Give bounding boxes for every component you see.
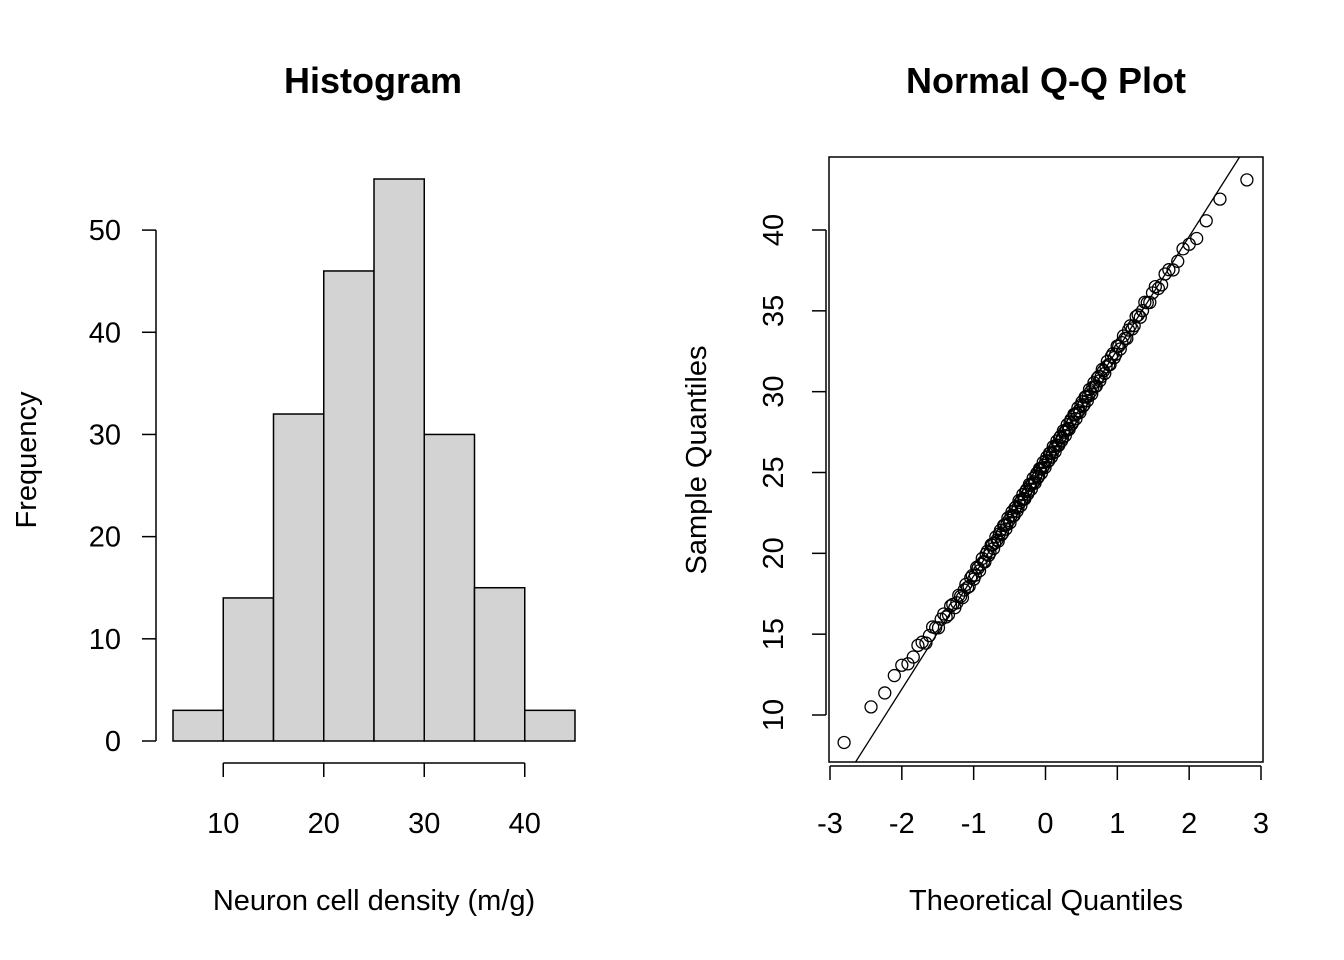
qq-point [1058, 428, 1072, 443]
qq-x-tick-label: 3 [1253, 808, 1269, 840]
qq-y-tick-label: 10 [758, 699, 790, 731]
qq-point [1014, 498, 1028, 513]
histogram-bars [172, 178, 576, 742]
qq-y-tick-label: 15 [758, 618, 790, 650]
qq-point [1038, 460, 1052, 475]
qq-x-tick-label: -3 [817, 808, 843, 840]
qq-point [1162, 263, 1176, 277]
histogram-y-tick-label: 20 [89, 522, 121, 554]
qq-point [1199, 214, 1213, 228]
qq-point [1041, 454, 1055, 469]
qq-x-tick-label: 2 [1181, 808, 1197, 840]
qq-points [837, 173, 1254, 750]
qq-y-axis: 10 15 20 25 30 35 40 [758, 214, 827, 731]
qq-point [901, 657, 915, 671]
histogram-y-tick-label: 50 [89, 215, 121, 247]
qq-point [931, 621, 946, 635]
qq-point [937, 607, 951, 621]
qq-point [1240, 173, 1254, 187]
histogram-bar [473, 586, 526, 742]
qq-point [1125, 322, 1139, 336]
qq-point [1135, 303, 1150, 318]
qq-point [960, 580, 975, 595]
qq-point [1131, 308, 1145, 322]
qq-y-tick-label: 35 [758, 295, 790, 327]
histogram-bar [323, 270, 375, 742]
qq-plot-frame [828, 156, 1264, 763]
qq-x-tick-label: 0 [1037, 808, 1053, 840]
qq-point [919, 636, 933, 650]
qq-point [1042, 454, 1056, 468]
histogram-x-tick-label: 20 [308, 808, 340, 840]
qq-point [878, 686, 892, 700]
histogram-bar [272, 413, 325, 742]
qq-plot-panel: Normal Q-Q Plot Theoretical Quantiles Sa… [681, 60, 1269, 917]
histogram-x-axis: 10 20 30 40 [207, 762, 541, 840]
qq-y-tick-label: 30 [758, 376, 790, 408]
qq-point [864, 700, 878, 714]
qq-point [887, 668, 901, 683]
qq-point [1190, 231, 1204, 246]
qq-point [1148, 279, 1162, 294]
qq-point [991, 534, 1005, 548]
qq-point [906, 650, 920, 664]
qq-point [1151, 281, 1166, 296]
qq-point [1007, 508, 1021, 523]
qq-point [1113, 342, 1127, 356]
histogram-bar [172, 709, 224, 742]
qq-point [968, 568, 982, 582]
qq-point [1003, 516, 1017, 530]
histogram-x-tick-label: 30 [408, 808, 440, 840]
histogram-y-tick-label: 0 [105, 726, 121, 758]
histogram-y-axis: 0 10 20 30 40 50 [89, 215, 157, 758]
qq-x-axis-label: Theoretical Quantiles [909, 885, 1183, 917]
histogram-y-axis-label: Frequency [11, 391, 43, 529]
histogram-bar [373, 178, 425, 742]
qq-point [1171, 254, 1185, 268]
qq-point [1213, 192, 1227, 206]
qq-point [1077, 398, 1091, 412]
qq-x-tick-label: 1 [1109, 808, 1125, 840]
histogram-panel: Histogram Neuron cell density (m/g) Freq… [11, 60, 576, 917]
qq-x-tick-label: -2 [889, 808, 915, 840]
qq-point [1158, 267, 1172, 281]
histogram-x-tick-label: 10 [207, 808, 239, 840]
qq-point [1032, 469, 1046, 483]
qq-y-tick-label: 25 [758, 456, 790, 488]
qq-point [995, 526, 1010, 540]
qq-point [1048, 445, 1062, 459]
qq-point [1133, 310, 1147, 324]
histogram-title: Histogram [284, 60, 462, 101]
qq-x-axis: -3 -2 -1 0 1 2 3 [817, 765, 1269, 840]
qq-point [939, 610, 953, 624]
qq-y-axis-label: Sample Quantiles [681, 346, 713, 575]
qq-point [1066, 415, 1080, 429]
histogram-y-tick-label: 30 [89, 419, 121, 451]
histogram-bar [423, 433, 476, 742]
qq-point [895, 658, 909, 672]
qq-point [911, 638, 925, 653]
histogram-bar [222, 597, 275, 742]
qq-point [1055, 431, 1070, 445]
histogram-y-tick-label: 10 [89, 624, 121, 656]
qq-point [1166, 263, 1180, 277]
qq-point [1073, 405, 1087, 420]
histogram-y-tick-label: 40 [89, 317, 121, 349]
histogram-x-axis-label: Neuron cell density (m/g) [213, 885, 535, 917]
qq-point [1021, 484, 1036, 499]
qq-point [1115, 335, 1129, 350]
qq-x-tick-label: -1 [961, 808, 987, 840]
qq-point [837, 735, 851, 750]
histogram-bar [524, 709, 576, 742]
qq-y-tick-label: 40 [758, 214, 790, 246]
qq-y-tick-label: 20 [758, 537, 790, 569]
histogram-x-tick-label: 40 [509, 808, 541, 840]
qq-point [953, 589, 968, 604]
qq-plot-title: Normal Q-Q Plot [906, 60, 1186, 101]
qq-point [1143, 295, 1157, 310]
